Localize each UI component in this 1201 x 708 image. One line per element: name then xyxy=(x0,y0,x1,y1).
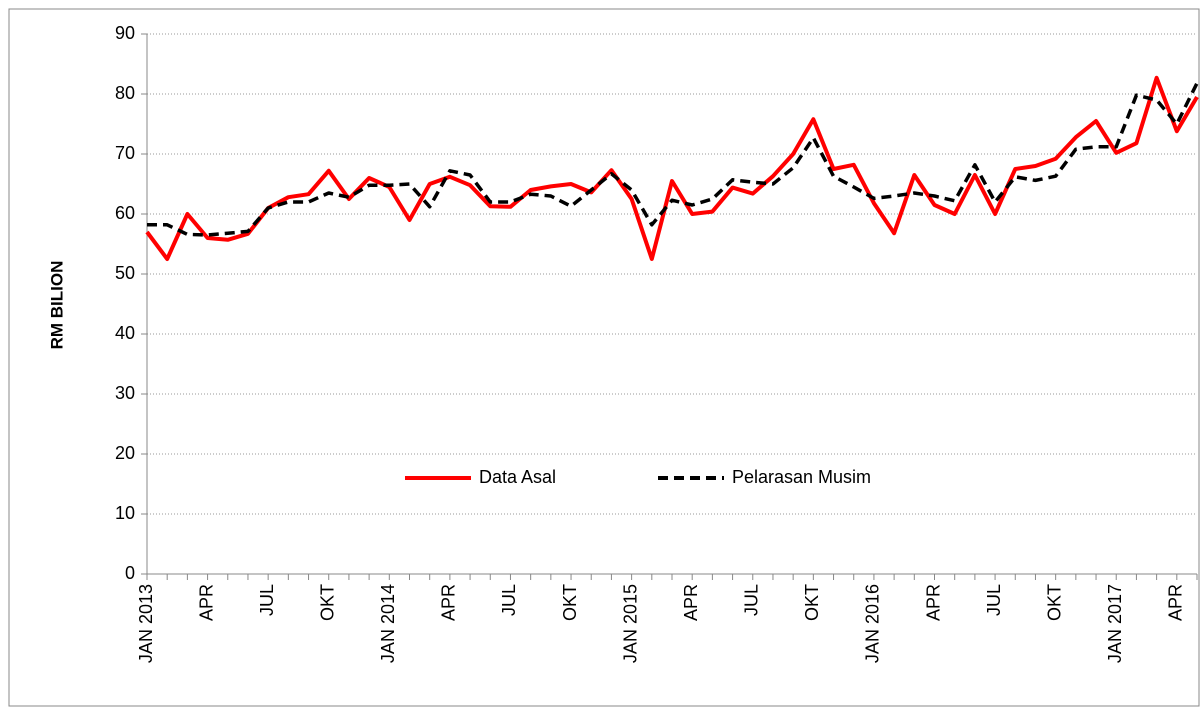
x-tick-label: JAN 2017 xyxy=(1105,584,1125,663)
x-tick-label: OKT xyxy=(1044,584,1064,621)
legend-label: Data Asal xyxy=(479,467,556,487)
x-tick-label: APR xyxy=(1166,584,1186,621)
x-tick-label: OKT xyxy=(560,584,580,621)
y-tick-label: 0 xyxy=(125,563,135,583)
x-tick-label: JAN 2014 xyxy=(378,584,398,663)
y-tick-label: 70 xyxy=(115,143,135,163)
x-tick-label: JUL xyxy=(499,584,519,616)
y-tick-label: 10 xyxy=(115,503,135,523)
y-tick-label: 40 xyxy=(115,323,135,343)
x-tick-label: APR xyxy=(681,584,701,621)
y-tick-label: 90 xyxy=(115,23,135,43)
x-tick-label: JAN 2016 xyxy=(863,584,883,663)
x-tick-label: JAN 2015 xyxy=(620,584,640,663)
y-axis-label: RM BILION xyxy=(47,261,66,350)
line-series xyxy=(145,75,1199,261)
y-tick-label: 60 xyxy=(115,203,135,223)
y-tick-label: 30 xyxy=(115,383,135,403)
y-tick-label: 20 xyxy=(115,443,135,463)
x-tick-label: APR xyxy=(196,584,216,621)
x-tick-label: JUL xyxy=(984,584,1004,616)
x-tick-label: APR xyxy=(439,584,459,621)
x-tick-label: APR xyxy=(923,584,943,621)
legend-label: Pelarasan Musim xyxy=(732,467,871,487)
y-tick-label: 50 xyxy=(115,263,135,283)
x-tick-label: JAN 2013 xyxy=(136,584,156,663)
x-tick-label: OKT xyxy=(802,584,822,621)
x-tick-label: OKT xyxy=(317,584,337,621)
x-tick-label: JUL xyxy=(742,584,762,616)
x-tick-label: JUL xyxy=(257,584,277,616)
chart-border xyxy=(8,8,1200,707)
y-tick-label: 80 xyxy=(115,83,135,103)
line-series xyxy=(147,82,1199,237)
